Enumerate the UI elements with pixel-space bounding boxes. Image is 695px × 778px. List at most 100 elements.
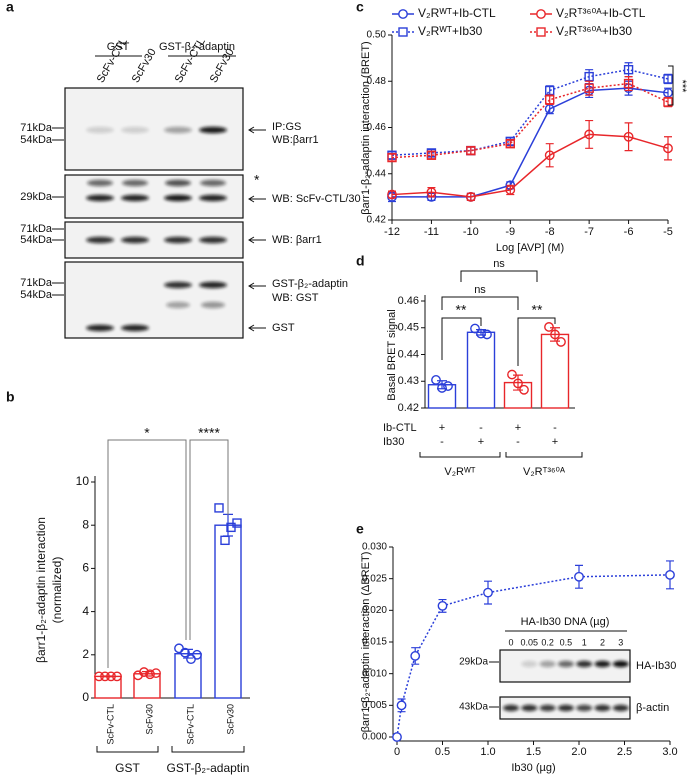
- y-tick-label: 6: [82, 561, 89, 575]
- y-tick-label: 4: [82, 604, 89, 618]
- marker: [584, 83, 594, 93]
- x-tick-label: -5: [663, 226, 673, 238]
- panel-letter: c: [356, 0, 364, 15]
- x-tick-label: 1.0: [480, 746, 495, 758]
- y-tick-label: 0.45: [398, 322, 419, 334]
- mw-marker: 71kDa: [20, 223, 53, 235]
- sig-bracket: [189, 439, 229, 640]
- lane-label: 3: [618, 637, 623, 647]
- band: [165, 179, 191, 187]
- bar: [174, 653, 202, 699]
- bar: [466, 331, 496, 409]
- sign: +: [515, 422, 521, 434]
- row-label: Ib30: [383, 436, 404, 448]
- series-line: [391, 82, 669, 159]
- sig-bracket: [460, 270, 538, 282]
- x-tick-label: 2.0: [571, 746, 586, 758]
- y-tick-label: 2: [82, 647, 89, 661]
- marker: [232, 518, 242, 528]
- y-tick-label: 0.46: [398, 295, 419, 307]
- sign: -: [516, 436, 520, 448]
- band: [164, 281, 192, 289]
- marker: [584, 71, 594, 82]
- x-tick-label: 2.5: [617, 746, 632, 758]
- x-tick-label: ScFv-CTL: [185, 704, 195, 745]
- marker: [623, 131, 634, 142]
- mw-marker: 54kDa: [20, 289, 53, 301]
- bracket: [668, 65, 674, 106]
- sign: -: [479, 422, 483, 434]
- annotation: ***: [676, 80, 688, 94]
- label: β-actin: [636, 702, 669, 714]
- lane-label: 2: [600, 637, 605, 647]
- label: 43kDa: [459, 702, 488, 713]
- y-tick-label: 0.48: [367, 76, 387, 87]
- marker: [663, 143, 673, 154]
- y-tick-label: 0.025: [362, 573, 387, 584]
- marker: [387, 152, 397, 163]
- bar: [540, 333, 570, 409]
- group-bracket: [96, 746, 159, 753]
- marker: [550, 329, 560, 340]
- mw-marker: 71kDa: [20, 122, 53, 134]
- group-label: GST-β₂-adaptin: [167, 761, 250, 775]
- sig-bracket: [517, 317, 556, 366]
- marker: [476, 328, 486, 339]
- band: [199, 126, 227, 134]
- error-bar: [103, 675, 113, 678]
- band: [612, 704, 629, 712]
- marker: [387, 189, 397, 200]
- band: [121, 194, 149, 202]
- sign: +: [478, 436, 484, 448]
- label: HA-Ib30: [636, 660, 676, 672]
- x-tick-label: -8: [545, 226, 555, 238]
- y-tick-label: 0.020: [362, 605, 387, 616]
- band: [201, 301, 225, 309]
- y-tick-label: 0.015: [362, 637, 387, 648]
- x-tick-label: ScFv30: [144, 704, 154, 735]
- band: [121, 324, 149, 332]
- mw-marker: 29kDa: [20, 191, 53, 203]
- x-tick-label: 0: [394, 746, 400, 758]
- label: **: [456, 302, 467, 318]
- lane-label: 0.05: [521, 637, 539, 647]
- marker: [100, 671, 110, 682]
- series-line: [392, 87, 669, 198]
- y-tick-label: 0.43: [398, 375, 419, 387]
- sign: -: [553, 422, 557, 434]
- x-tick-label: -12: [384, 226, 400, 238]
- sig-bracket: [107, 439, 187, 668]
- legend-marker: [536, 9, 546, 19]
- label: 29kDa: [459, 657, 488, 668]
- group-label: V₂Rᵂᵀ: [444, 466, 475, 478]
- label: **: [532, 302, 543, 318]
- y-tick-label: 0.030: [362, 542, 387, 553]
- panel-letter: a: [6, 0, 14, 15]
- bar: [214, 524, 242, 699]
- y-tick-label: 0.005: [362, 700, 387, 711]
- marker: [192, 649, 202, 660]
- sign: -: [440, 436, 444, 448]
- legend-label: V₂Rᵀ³⁶⁰ᴬ+Ib-CTL: [556, 6, 646, 20]
- marker: [544, 322, 554, 332]
- marker: [431, 375, 441, 385]
- marker: [665, 569, 675, 580]
- error-bar: [664, 73, 672, 85]
- sig-bracket: [441, 296, 519, 310]
- x-tick-label: -7: [584, 226, 594, 238]
- marker: [151, 668, 161, 679]
- x-tick-label: 1.5: [526, 746, 541, 758]
- band: [121, 126, 149, 134]
- band: [199, 281, 227, 289]
- label: ns: [493, 258, 505, 270]
- arrow: [248, 126, 266, 134]
- y-tick-label: 0.42: [367, 215, 387, 226]
- label: WB: GST: [272, 292, 319, 304]
- band: [521, 704, 538, 712]
- axis-title: Ib30 (µg): [511, 762, 555, 774]
- marker: [145, 669, 155, 680]
- marker: [410, 651, 421, 661]
- label: GST: [107, 41, 130, 53]
- error-bar: [545, 85, 554, 96]
- label: *: [144, 425, 150, 441]
